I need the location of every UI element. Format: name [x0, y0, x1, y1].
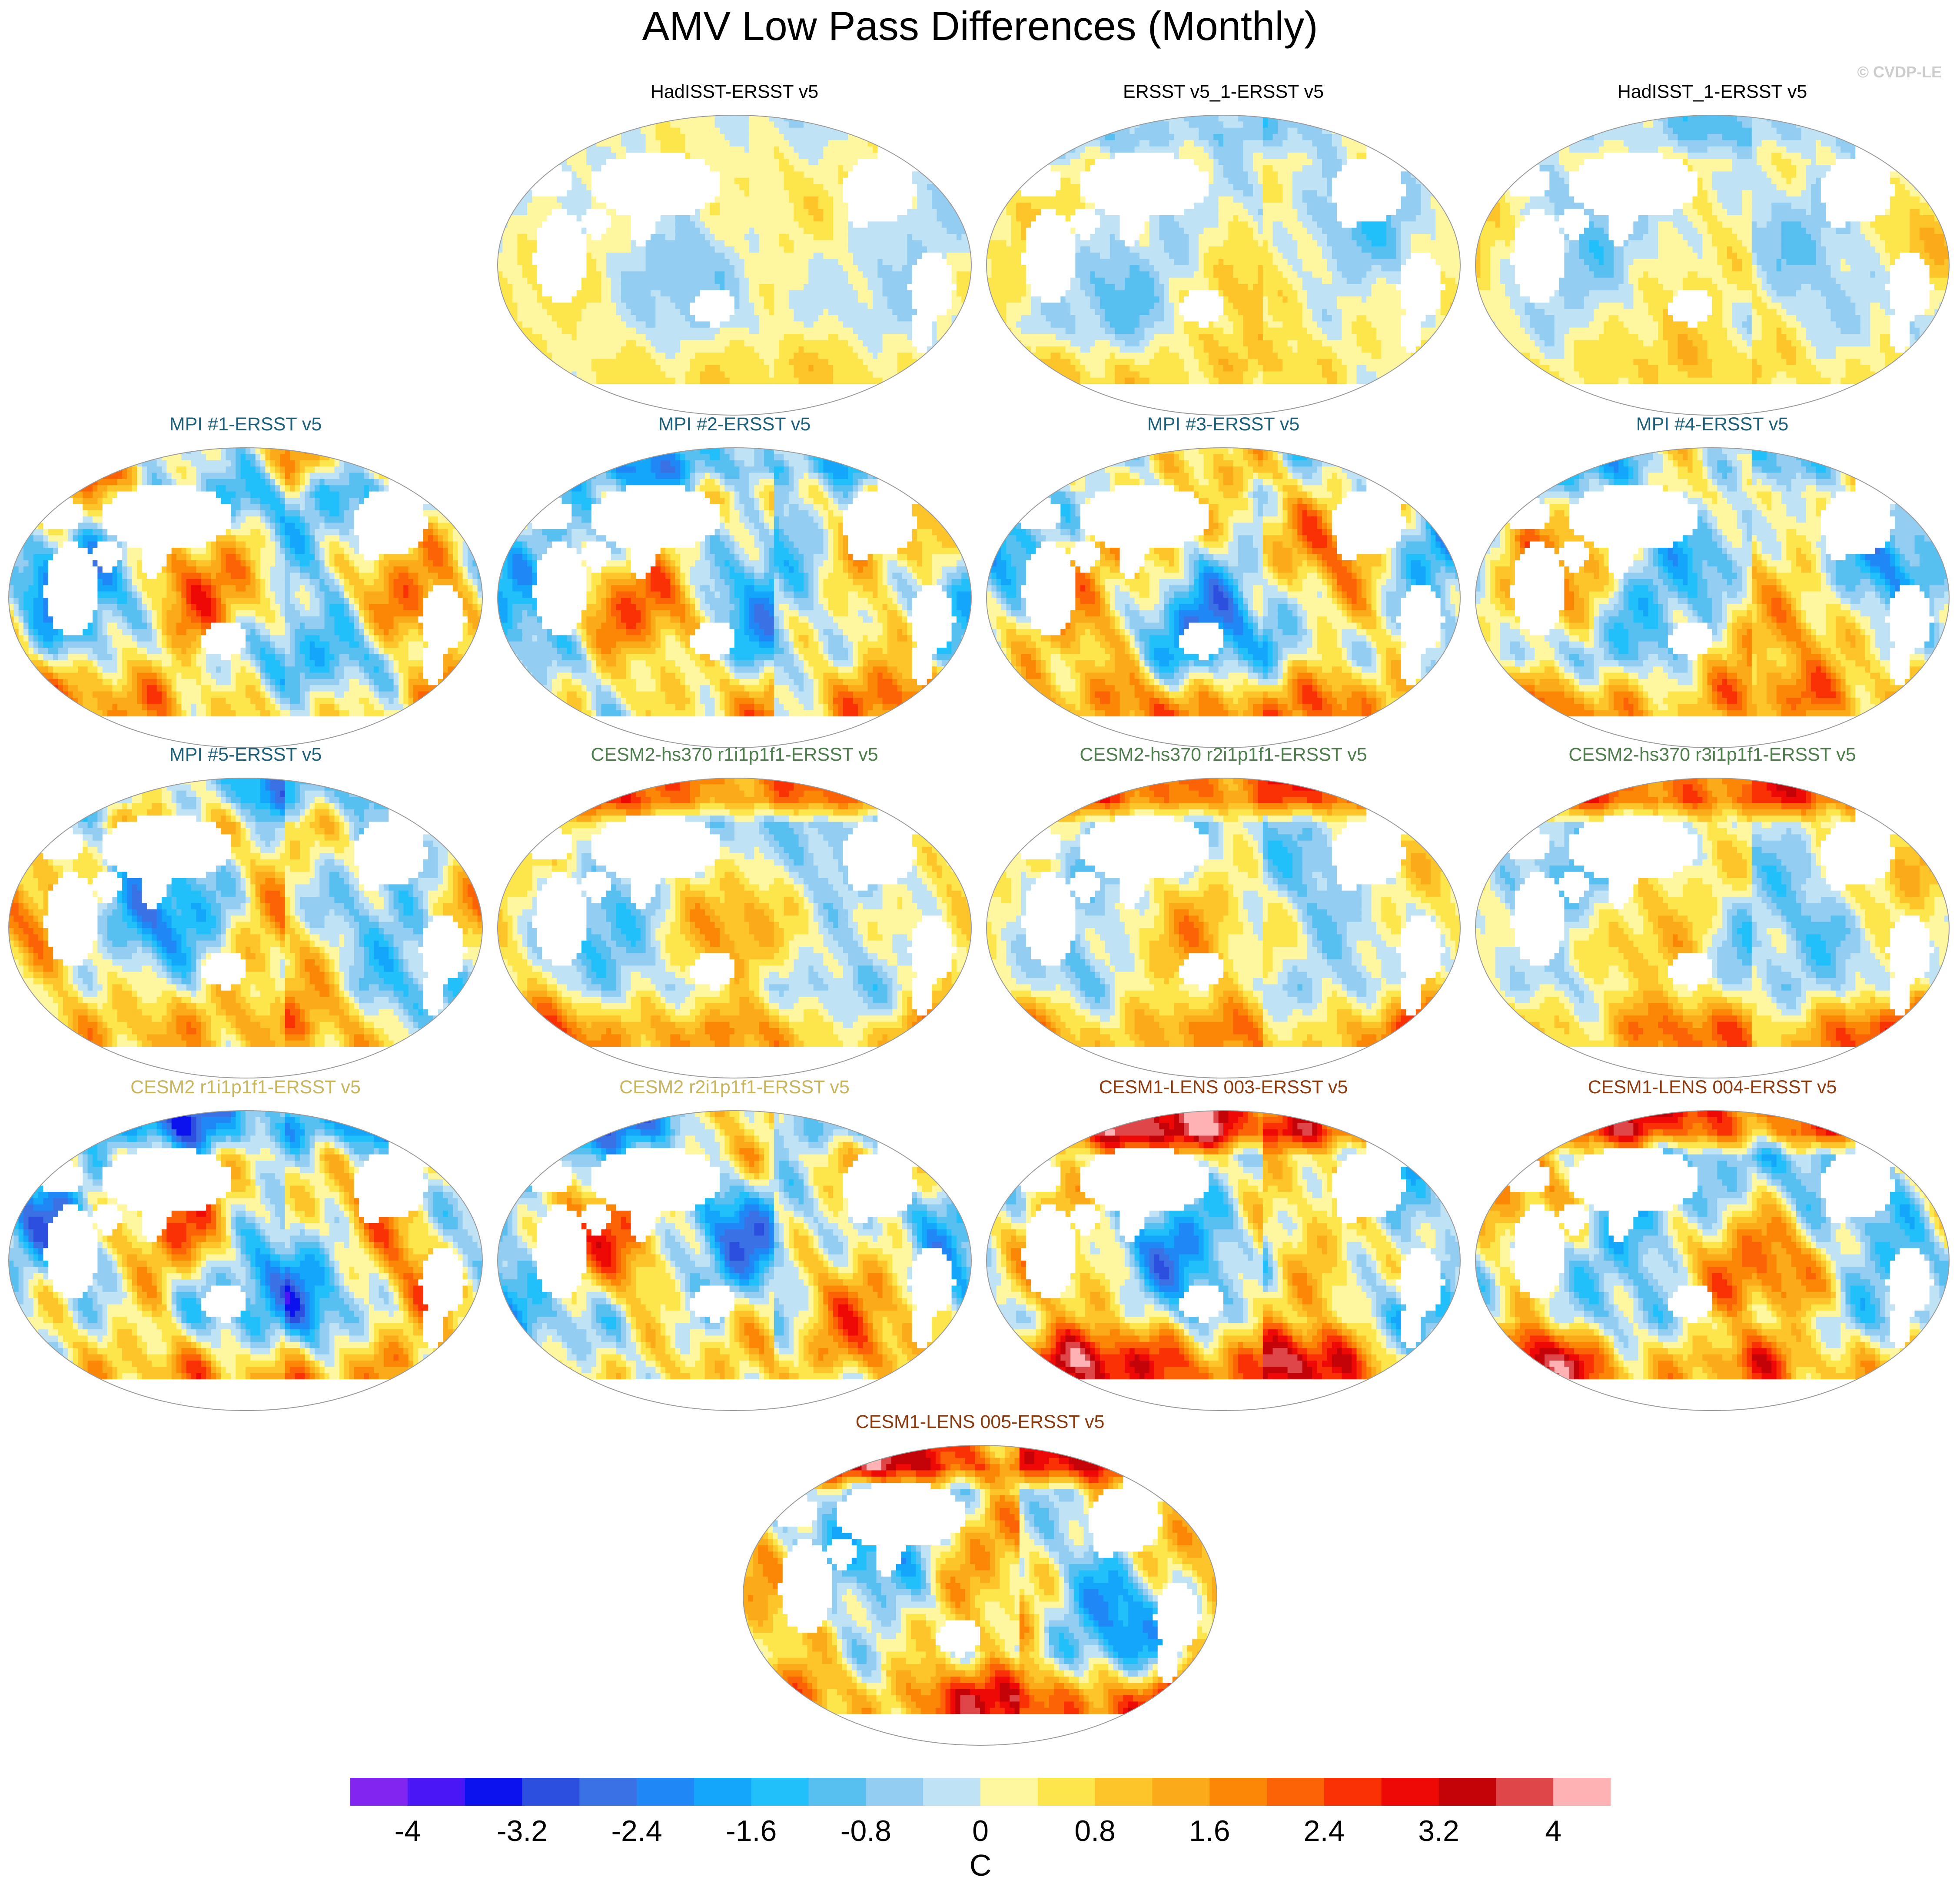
map-panel: CESM1-LENS 003-ERSST v5 [986, 1077, 1461, 1411]
map-outline [8, 1110, 483, 1411]
anomaly-field [987, 115, 1460, 415]
map-panel: CESM2-hs370 r1i1p1f1-ERSST v5 [497, 744, 972, 1078]
anomaly-field [9, 448, 482, 748]
panel-title: CESM2-hs370 r3i1p1f1-ERSST v5 [1568, 744, 1856, 765]
map-outline [986, 778, 1461, 1078]
colorbar-swatch [637, 1778, 694, 1806]
anomaly-field [498, 448, 971, 748]
map-outline [986, 115, 1461, 416]
map-panel: HadISST_1-ERSST v5 [1475, 81, 1950, 416]
colorbar-swatch [808, 1778, 866, 1806]
map-outline [8, 778, 483, 1078]
colorbar-swatch [407, 1778, 465, 1806]
panel-title: CESM2-hs370 r2i1p1f1-ERSST v5 [1080, 744, 1367, 765]
panel-title: ERSST v5_1-ERSST v5 [1123, 81, 1324, 102]
panel-title: CESM1-LENS 003-ERSST v5 [1099, 1077, 1348, 1098]
map-outline [497, 778, 972, 1078]
map-outline [743, 1445, 1217, 1746]
map-outline [497, 1110, 972, 1411]
map-outline [986, 447, 1461, 748]
colorbar-swatch [866, 1778, 924, 1806]
anomaly-field [1475, 1111, 1949, 1411]
colorbar-tick-label: 4 [1545, 1814, 1561, 1847]
colorbar-swatch [980, 1778, 1038, 1806]
anomaly-field [987, 448, 1460, 748]
colorbar-tick-label: -1.6 [726, 1814, 777, 1847]
colorbar-swatch [1553, 1778, 1611, 1806]
map-outline [1475, 115, 1950, 416]
colorbar-unit-label: C [970, 1848, 992, 1882]
colorbar-swatch [1152, 1778, 1210, 1806]
anomaly-field [9, 1111, 482, 1411]
colorbar-swatch [923, 1778, 981, 1806]
anomaly-field [1475, 115, 1949, 415]
colorbar-tick-label: 0 [972, 1814, 989, 1847]
colorbar-swatch [751, 1778, 809, 1806]
panel-title: CESM1-LENS 004-ERSST v5 [1588, 1077, 1837, 1098]
colorbar: -4 -3.2 -2.4 -1.6 -0.8 0 0.8 1.6 2.4 3.2 4 C [350, 1778, 1611, 1882]
colorbar-swatch [1324, 1778, 1382, 1806]
panel-title: CESM2 r2i1p1f1-ERSST v5 [619, 1077, 850, 1098]
watermark: © CVDP-LE [1857, 63, 1942, 81]
anomaly-field [9, 778, 482, 1078]
colorbar-tick-label: 2.4 [1304, 1814, 1345, 1847]
colorbar-swatch [1037, 1778, 1096, 1806]
anomaly-field [498, 115, 971, 415]
panel-title: CESM1-LENS 005-ERSST v5 [856, 1411, 1105, 1432]
panel-title: MPI #5-ERSST v5 [169, 744, 322, 765]
colorbar-swatch [1496, 1778, 1554, 1806]
figure-title: AMV Low Pass Differences (Monthly) [642, 3, 1318, 49]
map-outline [986, 1110, 1461, 1411]
colorbar-swatch [1381, 1778, 1439, 1806]
colorbar-tick-label: 3.2 [1418, 1814, 1459, 1847]
map-outline [1475, 1110, 1950, 1411]
anomaly-field [498, 778, 971, 1078]
colorbar-tick-label: -0.8 [840, 1814, 891, 1847]
colorbar-swatch [694, 1778, 752, 1806]
panel-title: HadISST_1-ERSST v5 [1618, 81, 1807, 102]
colorbar-tick-label: 1.6 [1189, 1814, 1230, 1847]
panel-title: MPI #4-ERSST v5 [1636, 414, 1789, 435]
colorbar-tick-label: -2.4 [611, 1814, 662, 1847]
anomaly-field [743, 1445, 1217, 1745]
panel-title: HadISST-ERSST v5 [651, 81, 818, 102]
colorbar-swatch [465, 1778, 522, 1806]
colorbar-swatch [522, 1778, 580, 1806]
panel-title: MPI #3-ERSST v5 [1147, 414, 1300, 435]
colorbar-tick-label: 0.8 [1074, 1814, 1116, 1847]
colorbar-swatch [1267, 1778, 1325, 1806]
map-outline [8, 447, 483, 748]
colorbar-swatch [579, 1778, 637, 1806]
map-outline [497, 115, 972, 416]
anomaly-field [1475, 778, 1949, 1078]
colorbar-swatch [1438, 1778, 1496, 1806]
panel-title: MPI #2-ERSST v5 [658, 414, 811, 435]
map-outline [497, 447, 972, 748]
panel-title: CESM2-hs370 r1i1p1f1-ERSST v5 [591, 744, 878, 765]
colorbar-swatch [1095, 1778, 1153, 1806]
map-outline [1475, 447, 1950, 748]
panel-grid: HadISST-ERSST v5 ERSST v5_1-ERSST v5 HadIS… [8, 81, 1950, 1746]
anomaly-field [987, 1111, 1460, 1411]
panel-title: CESM2 r1i1p1f1-ERSST v5 [130, 1077, 361, 1098]
colorbar-tick-label: -4 [395, 1814, 421, 1847]
panel-title: MPI #1-ERSST v5 [169, 414, 322, 435]
colorbar-swatch [350, 1778, 408, 1806]
anomaly-field [1475, 448, 1949, 748]
anomaly-field [498, 1111, 971, 1411]
colorbar-tick-label: -3.2 [497, 1814, 548, 1847]
map-outline [1475, 778, 1950, 1078]
anomaly-field [987, 778, 1460, 1078]
colorbar-swatch [1209, 1778, 1267, 1806]
